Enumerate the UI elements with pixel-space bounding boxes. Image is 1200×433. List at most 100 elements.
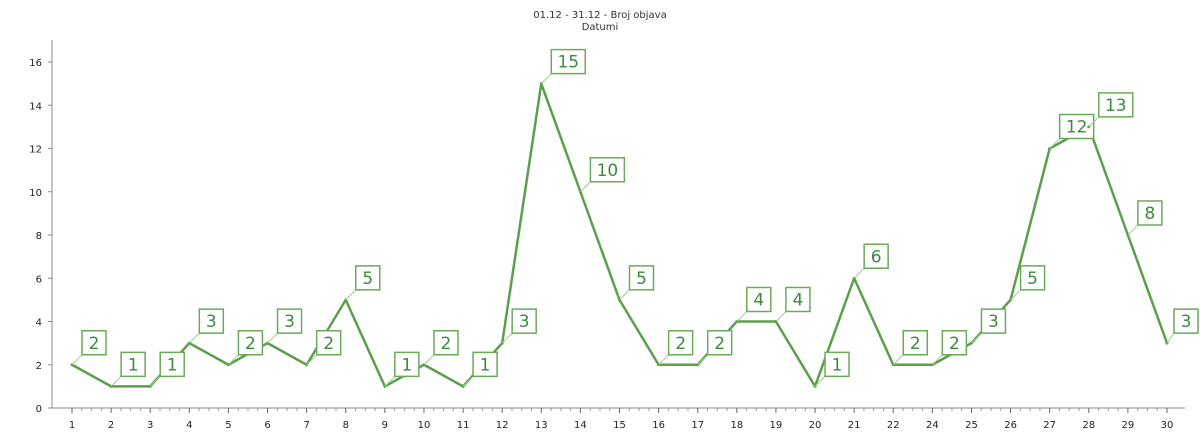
data-label-box — [315, 330, 342, 356]
data-label: 2 — [323, 334, 334, 354]
data-label: 10 — [597, 161, 619, 181]
data-label-box — [785, 286, 811, 313]
data-label-leader — [110, 376, 122, 387]
data-label-leader — [697, 354, 709, 366]
y-tick-label: 8 — [36, 231, 42, 242]
data-label-leader — [775, 311, 787, 322]
data-label-box — [902, 330, 928, 356]
data-label-leader — [1049, 138, 1061, 149]
chart-title: 01.12 - 31.12 - Broj objava — [533, 10, 667, 21]
data-label-box — [1137, 200, 1163, 226]
data-label-leader — [462, 376, 474, 387]
y-tick-label: 6 — [36, 274, 42, 285]
data-label: 2 — [910, 334, 921, 354]
x-tick-label: 1 — [69, 420, 75, 431]
data-label-box — [433, 330, 459, 356]
x-tick-label: 10 — [418, 420, 431, 431]
data-label-box — [863, 243, 889, 269]
x-tick-label: 30 — [1161, 420, 1174, 431]
data-label-box — [746, 286, 772, 313]
data-label: 1 — [480, 355, 491, 375]
y-tick-label: 14 — [29, 101, 42, 112]
y-tick-label: 4 — [36, 318, 42, 329]
data-label-leader — [971, 332, 982, 344]
data-label-box — [941, 330, 968, 356]
data-label-leader — [267, 332, 278, 344]
data-label: 2 — [949, 334, 960, 354]
data-label-leader — [853, 267, 865, 279]
data-label-leader — [892, 354, 904, 366]
data-label-box — [472, 351, 498, 378]
data-label-box — [589, 157, 626, 183]
data-label-leader — [188, 332, 200, 344]
data-label-leader — [540, 73, 552, 84]
data-label: 2 — [441, 334, 452, 354]
data-label-box — [198, 308, 225, 334]
x-tick-label: 26 — [1004, 420, 1017, 431]
x-tick-label: 13 — [535, 420, 548, 431]
y-tick-label: 0 — [36, 404, 42, 415]
x-tick-label: 8 — [343, 420, 349, 431]
x-tick-label: 25 — [965, 420, 978, 431]
y-tick-label: 2 — [36, 361, 42, 372]
data-label-box — [394, 351, 420, 378]
x-tick-label: 7 — [303, 420, 309, 431]
data-label-leader — [932, 354, 943, 366]
data-label-leader — [345, 289, 357, 301]
data-label-leader — [501, 332, 513, 344]
data-label-leader — [1166, 332, 1175, 344]
data-label: 5 — [1027, 269, 1038, 289]
data-label-box — [1019, 265, 1046, 291]
data-label: 13 — [1105, 96, 1127, 116]
x-tick-label: 18 — [730, 420, 743, 431]
x-tick-label: 3 — [147, 420, 153, 431]
data-label: 15 — [557, 53, 579, 73]
data-label: 8 — [1144, 204, 1155, 224]
data-label-box — [706, 330, 733, 356]
data-label-box — [355, 265, 381, 291]
x-tick-label: 16 — [652, 420, 665, 431]
data-label: 12 — [1066, 118, 1088, 138]
data-label-leader — [736, 311, 748, 322]
x-tick-label: 11 — [457, 420, 470, 431]
data-label-leader — [384, 376, 396, 387]
x-tick-label: 22 — [887, 420, 900, 431]
data-label-leader — [149, 376, 161, 387]
y-tick-label: 10 — [29, 188, 42, 199]
data-label: 4 — [793, 291, 804, 311]
data-label-box — [980, 308, 1007, 334]
data-label-box — [1173, 308, 1199, 334]
data-label-leader — [423, 354, 435, 366]
x-tick-label: 12 — [496, 420, 509, 431]
data-label: 1 — [167, 355, 178, 375]
data-label: 5 — [362, 269, 373, 289]
data-label-box — [628, 265, 655, 291]
data-label: 5 — [636, 269, 647, 289]
data-label: 2 — [245, 334, 256, 354]
data-label-box — [511, 308, 537, 334]
x-tick-label: 4 — [186, 420, 192, 431]
data-label-leader — [306, 354, 317, 366]
x-tick-label: 5 — [225, 420, 231, 431]
data-label-box — [667, 330, 694, 356]
data-label: 3 — [284, 312, 295, 332]
data-label: 1 — [832, 355, 843, 375]
x-tick-label: 2 — [108, 420, 114, 431]
y-tick-label: 12 — [29, 145, 42, 156]
x-tick-label: 19 — [770, 420, 783, 431]
data-label-leader — [658, 354, 669, 366]
x-tick-label: 28 — [1082, 420, 1095, 431]
data-label-leader — [1010, 289, 1021, 301]
data-label-leader — [814, 376, 826, 387]
data-label: 3 — [519, 312, 530, 332]
data-label-leader — [1088, 116, 1100, 128]
data-label: 1 — [128, 355, 139, 375]
data-label-box — [237, 330, 264, 356]
data-label-box — [1098, 92, 1134, 118]
y-tick-label: 16 — [29, 58, 42, 69]
data-label-leader — [71, 354, 83, 366]
series-line — [71, 82, 1169, 388]
data-label: 1 — [401, 355, 412, 375]
